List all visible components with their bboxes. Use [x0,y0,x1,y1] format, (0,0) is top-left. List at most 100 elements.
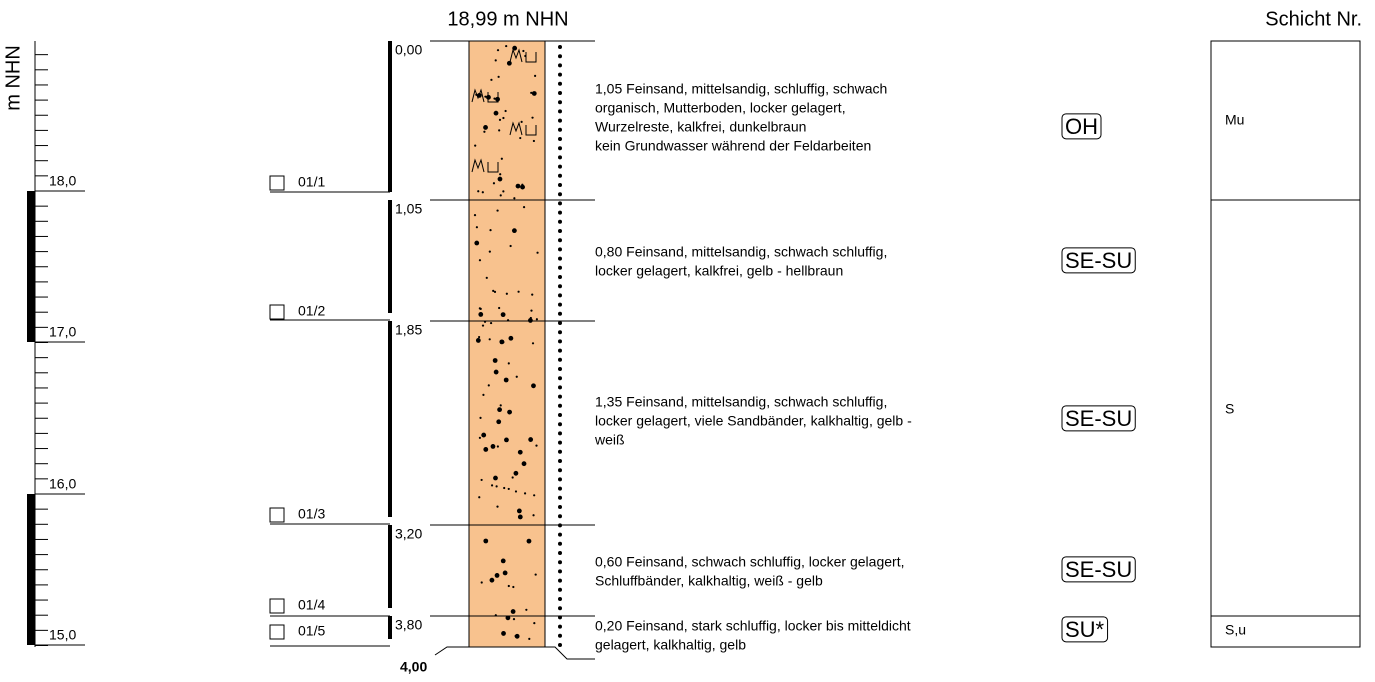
soil-dot [517,291,519,293]
sample-label: 01/4 [298,597,325,613]
water-dot [558,330,562,334]
water-dot [558,349,562,353]
soil-dot [525,609,527,611]
soil-dot [518,450,523,455]
soil-dot [528,437,533,442]
soil-dot [478,312,483,317]
borehole-log: 18,99 m NHN Schicht Nr. m NHN 18,017,016… [0,0,1375,682]
water-dot [558,247,562,251]
water-dot [558,505,562,509]
soil-dot [513,197,515,199]
water-dot [558,137,562,141]
soil-code: SU* [1065,617,1105,642]
soil-dot [486,277,488,279]
soil-code: SE-SU [1065,248,1132,273]
soil-dot [497,49,499,51]
soil-dot [508,362,510,364]
depth-label: 1,85 [395,322,422,338]
soil-dot [536,252,538,254]
soil-dot [474,214,476,216]
soil-dot [533,622,535,624]
soil-dot [494,291,496,293]
scale-label: 16,0 [49,476,76,492]
soil-dot [476,226,478,228]
water-dot [558,551,562,555]
sample-label: 01/3 [298,506,325,522]
water-dot [558,496,562,500]
soil-dot [501,558,506,563]
soil-dot [495,59,497,61]
water-dot [558,146,562,150]
water-dot [558,73,562,77]
scale-label: 15,0 [49,627,76,643]
soil-dot [474,241,479,246]
water-dot [558,358,562,362]
water-dot [558,422,562,426]
soil-code: OH [1065,114,1098,139]
water-dot [558,579,562,583]
water-dot [558,229,562,233]
water-dot [558,82,562,86]
soil-dot [493,358,498,363]
sample-box [270,508,284,522]
soil-dot [501,312,506,317]
soil-dot [502,190,504,192]
water-dot [558,238,562,242]
soil-dot [506,293,508,295]
title: 18,99 m NHN [447,8,568,30]
soil-dot [515,490,517,492]
soil-dot [481,581,483,583]
water-dot [558,63,562,67]
scale-bar [27,494,35,645]
soil-dot [515,634,520,639]
soil-dot [478,336,480,338]
depth-label: 3,80 [395,617,422,633]
water-dot [558,606,562,610]
soil-dot [518,515,523,520]
soil-dot [523,206,525,208]
description: organisch, Mutterboden, locker gelagert, [595,100,846,116]
soil-dot [483,125,488,130]
water-dot [558,321,562,325]
water-dot [558,155,562,159]
soil-dot [489,229,491,231]
water-dot [558,514,562,518]
water-dot [558,100,562,104]
soil-dot [481,433,486,438]
water-dot [558,569,562,573]
soil-dot [489,338,491,340]
soil-code: SE-SU [1065,557,1132,582]
schicht-label: Mu [1225,112,1244,128]
soil-dot [499,173,501,175]
soil-dot [516,184,521,189]
water-dot [558,119,562,123]
soil-dot [489,251,491,253]
water-dot [558,109,562,113]
sample-label: 01/1 [298,174,325,190]
soil-dot [505,45,507,47]
soil-dot [510,245,512,247]
soil-dot [516,376,518,378]
soil-dot [508,585,510,587]
description: Schluffbänder, kalkhaltig, weiß - gelb [595,573,823,589]
soil-dot [535,573,537,575]
water-dot [558,560,562,564]
sample-box [270,625,284,639]
soil-dot [531,294,533,296]
water-dot [558,266,562,270]
soil-dot [531,117,533,119]
soil-dot [496,419,501,424]
soil-dot [499,119,501,121]
soil-dot [493,476,498,481]
soil-dot [478,496,480,498]
soil-dot [495,573,500,578]
description: gelagert, kalkhaltig, gelb [595,637,746,653]
description: 0,80 Feinsand, mittelsandig, schwach sch… [595,244,887,260]
water-dot [558,413,562,417]
bottom-marker [435,647,595,659]
soil-dot [513,618,515,620]
soil-dot [490,322,492,324]
schicht-label: S [1225,401,1234,417]
soil-dot [507,61,512,66]
soil-dot [517,509,522,514]
